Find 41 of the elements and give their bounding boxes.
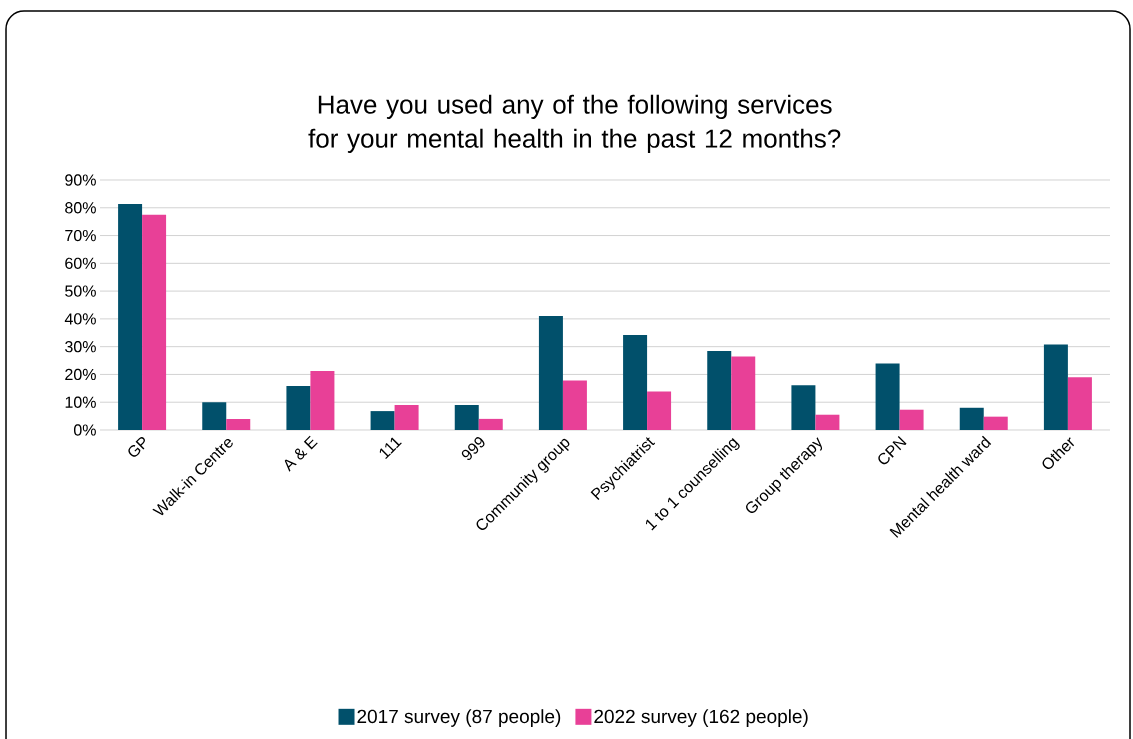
y-tick-label: 0% (73, 424, 96, 436)
y-tick-label: 30% (65, 341, 96, 353)
bar (538, 316, 563, 430)
legend-label: 2022 survey (162 people) (594, 709, 808, 727)
bar (647, 391, 672, 430)
bar (370, 411, 395, 430)
bar (286, 386, 311, 430)
y-tick-label: 60% (65, 257, 96, 269)
bar (478, 418, 503, 430)
bar (731, 356, 756, 430)
bar (815, 414, 840, 430)
x-tick-label: 999 (461, 437, 485, 461)
bar (899, 409, 924, 430)
x-tick-label: A & E (284, 435, 318, 472)
y-tick-label: 10% (65, 396, 96, 408)
y-tick-label: 90% (65, 174, 96, 186)
bar (226, 418, 251, 430)
bar (959, 407, 984, 430)
x-tick-label: GP (128, 437, 145, 457)
bar (983, 416, 1008, 430)
y-tick-label: 20% (65, 368, 96, 381)
chart-title: Have you used any of the following services for your mental health in the past 12 months? (308, 94, 841, 153)
bar (202, 402, 227, 430)
bar (310, 371, 335, 430)
x-tick-label: 111 (379, 437, 402, 460)
y-tick-label: 70% (65, 229, 96, 242)
bar (562, 380, 587, 430)
y-tick-label: 50% (65, 285, 96, 297)
y-tick-label: 80% (65, 202, 96, 214)
bar (875, 363, 900, 430)
bar (707, 351, 732, 430)
bar (454, 404, 479, 430)
bar (394, 404, 419, 430)
bar (1067, 377, 1092, 430)
y-tick-label: 40% (64, 313, 96, 325)
legend-label: 2017 survey (87 people) (357, 709, 561, 727)
bar (791, 385, 816, 430)
bar (1043, 344, 1068, 430)
bar (623, 334, 648, 430)
bar (118, 203, 143, 430)
bar (142, 214, 167, 430)
